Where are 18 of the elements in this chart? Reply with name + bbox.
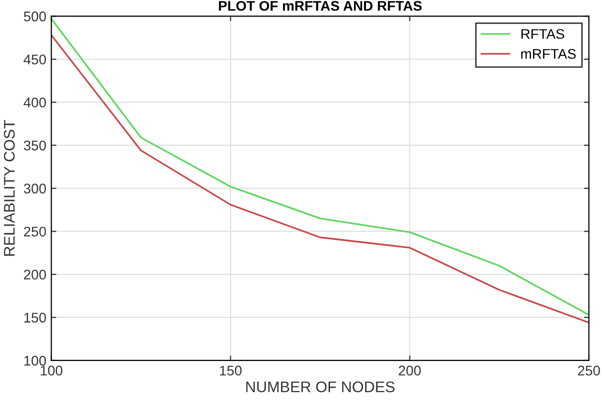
y-tick-label: 300 (24, 184, 46, 194)
y-tick-label: 150 (24, 312, 46, 323)
y-tick-label: 200 (24, 270, 46, 280)
y-tick-label: 450 (24, 54, 46, 64)
x-tick-label: 100 (40, 366, 62, 376)
y-tick-label: 500 (24, 12, 46, 22)
y-tick-label: 250 (24, 226, 46, 237)
x-tick-label: 200 (398, 366, 421, 376)
y-tick-label: 350 (24, 140, 46, 150)
legend-label: RFTAS (521, 29, 564, 39)
y-tick-label: 100 (24, 356, 46, 366)
y-axis-title: RELIABILITY COST (4, 120, 15, 256)
chart-title: PLOT OF mRFTAS AND RFTAS (218, 0, 422, 11)
x-axis-title: NUMBER OF NODES (246, 381, 395, 392)
x-tick-label: 150 (220, 366, 242, 376)
y-tick-label: 400 (24, 98, 46, 108)
legend-label: mRFTAS (521, 48, 576, 59)
x-tick-label: 250 (578, 366, 600, 376)
